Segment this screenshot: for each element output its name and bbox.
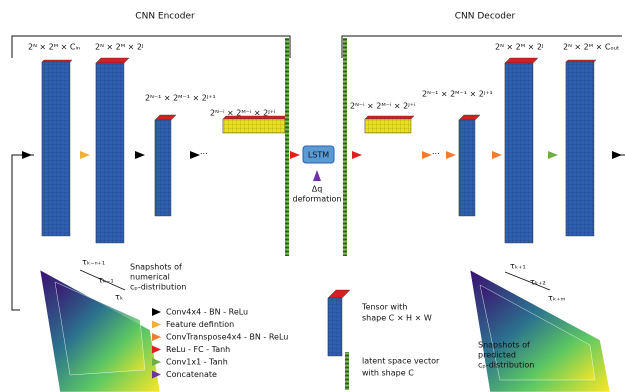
- snapshot-caption: cₚ-distribution: [130, 283, 186, 292]
- tensor-top: [95, 57, 130, 64]
- legend-label: Conv1x1 - Tanh: [166, 358, 228, 367]
- arrow: [80, 151, 90, 159]
- decoder-label: 2ᴺ⁻ⁱ × 2ᴹ⁻ⁱ × 2ᴶ⁺ⁱ: [350, 102, 415, 111]
- ellipsis: ···: [432, 150, 440, 159]
- tau-label: τₖ₊ₘ: [548, 294, 565, 303]
- latent-note: with shape C: [362, 369, 414, 378]
- legend-label: Concatenate: [166, 370, 217, 379]
- tensor: [364, 118, 412, 134]
- decoder-bracket: [341, 35, 622, 58]
- arrow: [313, 170, 321, 181]
- decoder-label: 2ᴺ × 2ᴹ × Cₒᵤₜ: [563, 43, 619, 52]
- decoder-title: CNN Decoder: [455, 12, 516, 22]
- ellipsis: ···: [200, 150, 208, 159]
- tensor: [458, 119, 476, 217]
- tau-label: τₖ: [115, 293, 123, 302]
- tensor-top: [364, 115, 415, 120]
- tensor-top: [504, 57, 539, 64]
- encoder-label: 2ᴺ⁻¹ × 2ᴹ⁻¹ × 2ᴶ⁺¹: [145, 94, 216, 103]
- tensor: [504, 62, 534, 244]
- tensors: [39, 38, 611, 392]
- arrow: [422, 151, 432, 159]
- snapshot-caption: Snapshots of: [130, 263, 182, 272]
- arrow: [612, 151, 622, 159]
- tensor-note: Tensor with: [361, 303, 407, 312]
- tau-label: τₖ₋₁: [98, 276, 114, 285]
- latent-vector: [343, 38, 347, 256]
- arrow: [352, 151, 362, 159]
- tensor-top: [41, 59, 73, 63]
- encoder-label: 2ᴺ × 2ᴹ × Cᵢₙ: [28, 43, 80, 52]
- snapshot-caption: predicted: [478, 351, 516, 360]
- arrow: [135, 151, 145, 159]
- encoder-title: CNN Encoder: [135, 12, 195, 22]
- dq: Δq: [312, 185, 323, 194]
- legend-label: ReLu - FC - Tanh: [166, 345, 230, 354]
- arrow: [22, 151, 32, 159]
- arrow: [190, 151, 200, 159]
- legend-label: ConvTranspose4x4 - BN - ReLu: [166, 333, 288, 342]
- tensor: [222, 118, 286, 134]
- lstm-label: LSTM: [308, 151, 329, 160]
- snapshot: [479, 284, 596, 381]
- tensor: [95, 62, 125, 244]
- snapshot: [54, 281, 146, 376]
- input-line: [11, 154, 34, 311]
- latent-vector: [285, 38, 289, 256]
- arrow: [492, 151, 502, 159]
- legend-marker: [152, 333, 161, 341]
- tau-label: τₖ₊₁: [510, 262, 526, 271]
- decoder-label: 2ᴺ × 2ᴹ × 2ᴶ: [495, 43, 543, 52]
- snapshot-caption: Snapshots of: [478, 341, 530, 350]
- tensor: [327, 297, 343, 357]
- latent-note: latent space vector: [362, 357, 440, 366]
- decoder-label: 2ᴺ⁻¹ × 2ᴹ⁻¹ × 2ᴶ⁺¹: [422, 90, 493, 99]
- tau-arrow: [79, 269, 551, 291]
- encoder-label: 2ᴺ⁻ⁱ × 2ᴹ⁻ⁱ × 2ᴶ⁺ⁱ: [210, 109, 275, 118]
- arrow: [548, 151, 558, 159]
- arrow: [290, 151, 300, 159]
- arrow: [446, 151, 456, 159]
- tensor: [565, 61, 595, 237]
- legend-marker: [152, 345, 161, 354]
- snapshot-caption: cₚ-distribution: [478, 361, 534, 370]
- legend-marker: [152, 370, 161, 379]
- legend-label: Conv4x4 - BN - ReLu: [166, 308, 248, 317]
- tau-label: τₖ₋ₙ₊₁: [82, 258, 105, 267]
- legend-marker: [152, 320, 161, 329]
- tensor-top: [327, 289, 351, 299]
- tensor: [154, 119, 172, 217]
- tensor-top: [565, 59, 597, 63]
- lstm-box: [302, 145, 335, 164]
- legend-label: Feature defintion: [166, 320, 234, 329]
- legend-marker: [152, 358, 161, 366]
- encoder-label: 2ᴺ × 2ᴹ × 2ᴶ: [95, 43, 143, 52]
- deformation: deformation: [293, 195, 342, 204]
- tensor-top: [458, 114, 481, 121]
- tensor-top: [154, 114, 177, 121]
- tensor-note: shape C × H × W: [362, 314, 432, 323]
- legend-marker: [152, 308, 161, 316]
- tau-label: τₖ₊₂: [530, 278, 546, 287]
- encoder-bracket: [11, 35, 291, 58]
- latent-vector: [345, 352, 349, 390]
- snapshot-caption: numerical: [130, 273, 170, 282]
- tensor: [41, 61, 71, 237]
